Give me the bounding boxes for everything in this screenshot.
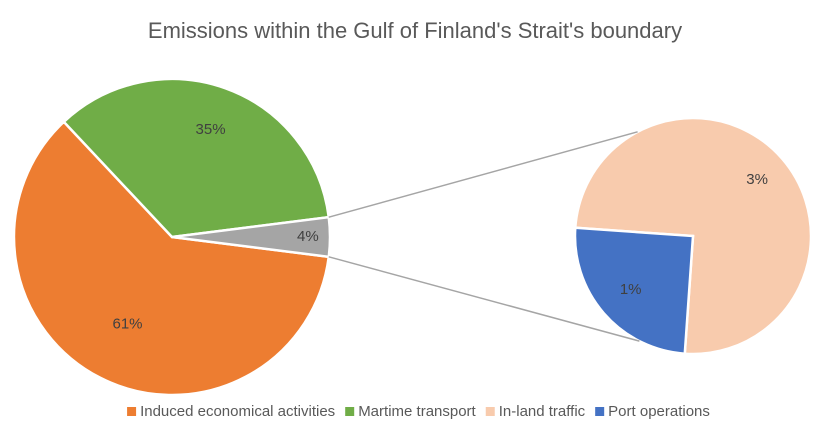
legend-swatch	[485, 407, 495, 416]
pie-slice	[573, 226, 695, 356]
pie-slice	[12, 120, 331, 397]
connector-line	[328, 256, 640, 342]
data-label: 1%	[620, 281, 642, 298]
legend-label: In-land traffic	[499, 403, 586, 420]
pie-slice	[62, 77, 331, 239]
pie-slice	[171, 215, 332, 259]
chart-title: Emissions within the Gulf of Finland's S…	[148, 18, 682, 43]
legend-swatch	[595, 407, 605, 416]
legend-swatch	[127, 407, 137, 416]
legend-label: Port operations	[608, 403, 710, 420]
data-label: 3%	[746, 171, 768, 188]
legend-label: Martime transport	[358, 403, 476, 420]
data-label: 61%	[113, 315, 143, 332]
legend-label: Induced economical activities	[140, 403, 335, 420]
connector-line	[328, 131, 638, 218]
data-label: 35%	[196, 121, 226, 138]
legend-swatch	[345, 407, 355, 416]
data-label: 4%	[297, 228, 319, 245]
